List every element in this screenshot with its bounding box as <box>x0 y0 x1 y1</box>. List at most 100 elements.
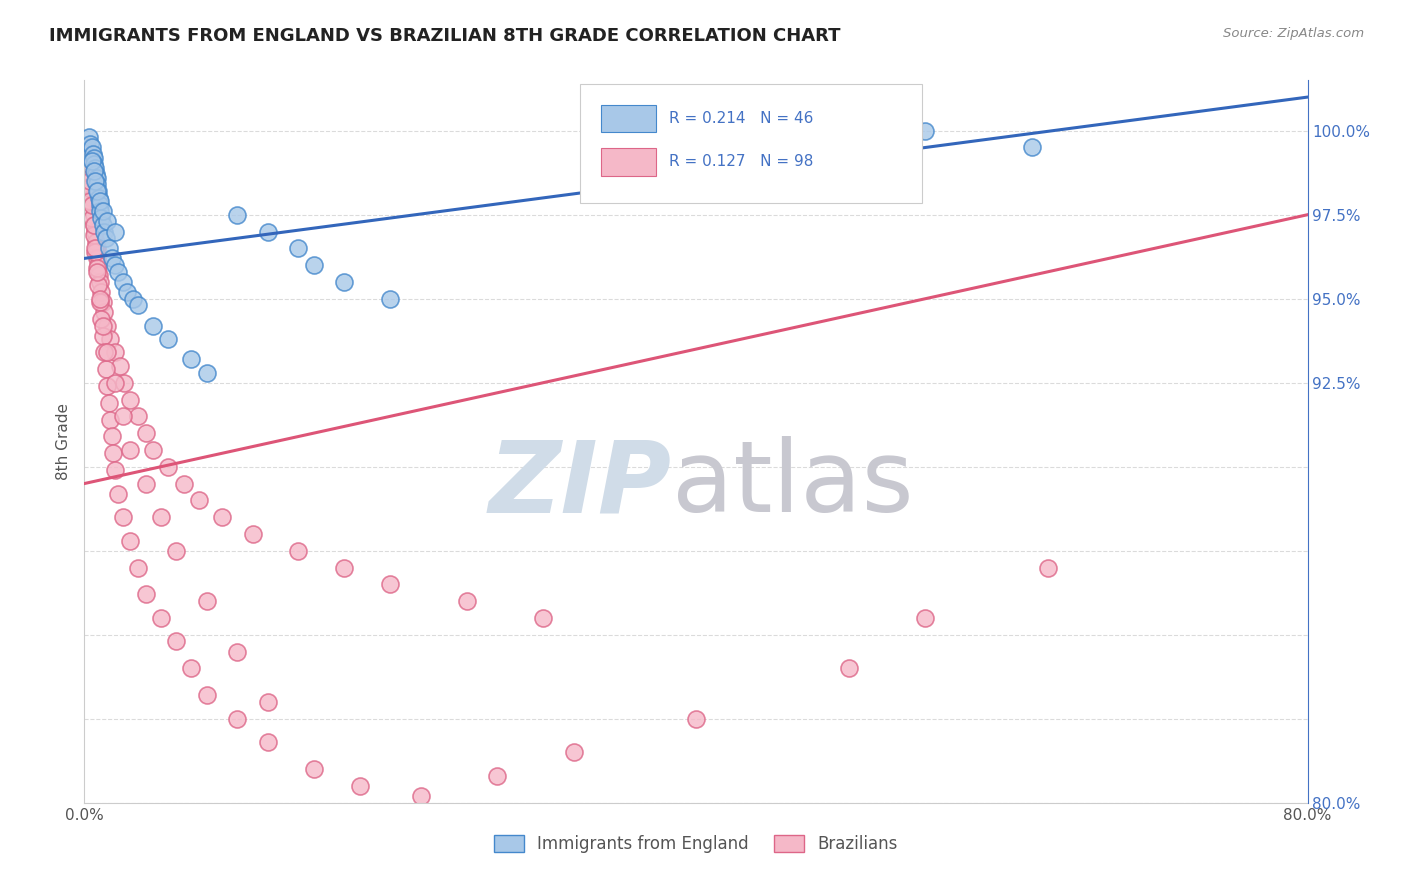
Point <box>91 318 114 333</box>
Point <box>914 611 936 625</box>
Point <box>380 292 402 306</box>
Point <box>120 533 142 548</box>
Point <box>173 476 195 491</box>
Point <box>96 318 118 333</box>
Point <box>135 426 157 441</box>
Point <box>302 762 325 776</box>
Point <box>98 413 121 427</box>
Point <box>127 298 149 312</box>
Point <box>89 295 111 310</box>
Point <box>180 661 202 675</box>
Bar <box>600 148 655 176</box>
Point <box>80 140 103 154</box>
Point <box>115 285 138 299</box>
Point <box>101 429 124 443</box>
Point <box>86 184 108 198</box>
Point <box>226 208 249 222</box>
Point <box>86 252 108 266</box>
Legend: Immigrants from England, Brazilians: Immigrants from England, Brazilians <box>488 828 904 860</box>
Point <box>195 594 218 608</box>
Point <box>77 157 100 171</box>
Point <box>84 167 107 181</box>
Point <box>1036 560 1059 574</box>
Point <box>562 745 585 759</box>
Point <box>86 170 108 185</box>
Text: R = 0.214   N = 46: R = 0.214 N = 46 <box>669 112 814 126</box>
Point <box>87 268 110 283</box>
Point <box>188 493 211 508</box>
Point <box>349 779 371 793</box>
Point <box>103 446 125 460</box>
Point <box>135 476 157 491</box>
Point <box>91 328 114 343</box>
Point <box>149 611 172 625</box>
Text: ZIP: ZIP <box>488 436 672 533</box>
Point <box>211 510 233 524</box>
Point <box>84 174 107 188</box>
Point <box>76 147 98 161</box>
Point <box>302 258 325 272</box>
Point <box>83 227 105 242</box>
Point <box>83 157 105 171</box>
Point <box>79 194 101 209</box>
Point <box>91 218 114 232</box>
Point <box>83 151 105 165</box>
Point <box>287 543 309 558</box>
Point <box>486 769 509 783</box>
Point <box>89 194 111 209</box>
Point <box>257 695 280 709</box>
Point <box>76 164 98 178</box>
Point <box>76 140 98 154</box>
Point <box>380 577 402 591</box>
Point <box>80 191 103 205</box>
Text: Source: ZipAtlas.com: Source: ZipAtlas.com <box>1223 27 1364 40</box>
Point <box>84 244 107 259</box>
Bar <box>600 105 655 132</box>
Point <box>157 459 180 474</box>
Point <box>104 463 127 477</box>
Point <box>87 278 110 293</box>
Point <box>685 712 707 726</box>
Point <box>104 225 127 239</box>
Text: IMMIGRANTS FROM ENGLAND VS BRAZILIAN 8TH GRADE CORRELATION CHART: IMMIGRANTS FROM ENGLAND VS BRAZILIAN 8TH… <box>49 27 841 45</box>
Point <box>90 311 112 326</box>
Point <box>83 218 105 232</box>
Point <box>180 352 202 367</box>
Point <box>157 332 180 346</box>
Point <box>104 376 127 390</box>
Point <box>107 265 129 279</box>
Point <box>84 241 107 255</box>
Point <box>91 295 114 310</box>
Point <box>101 252 124 266</box>
Point <box>77 153 100 168</box>
Point <box>87 184 110 198</box>
Point <box>82 147 104 161</box>
Text: R = 0.127   N = 98: R = 0.127 N = 98 <box>669 154 814 169</box>
Point <box>80 153 103 168</box>
FancyBboxPatch shape <box>579 84 922 203</box>
Point <box>195 366 218 380</box>
Point <box>83 218 105 232</box>
Point <box>86 265 108 279</box>
Point <box>914 124 936 138</box>
Point <box>91 204 114 219</box>
Point <box>257 225 280 239</box>
Point <box>456 594 478 608</box>
Text: atlas: atlas <box>672 436 912 533</box>
Point <box>89 197 111 211</box>
Point <box>84 161 107 175</box>
Point <box>98 332 121 346</box>
Point <box>142 318 165 333</box>
Point <box>79 174 101 188</box>
Point <box>127 560 149 574</box>
Point <box>120 392 142 407</box>
Point <box>135 587 157 601</box>
Point <box>94 362 117 376</box>
Point <box>80 181 103 195</box>
Point <box>77 161 100 175</box>
Point <box>409 789 432 803</box>
Point <box>104 258 127 272</box>
Point <box>111 510 134 524</box>
Point <box>127 409 149 424</box>
Point <box>90 211 112 225</box>
